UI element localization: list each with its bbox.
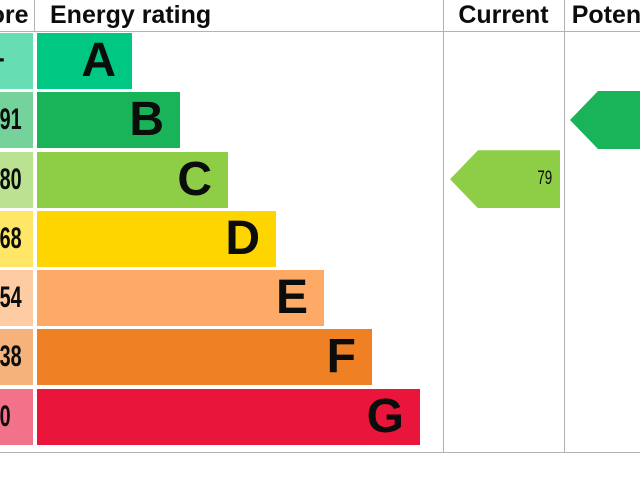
current-rating-value: 79: [537, 168, 552, 190]
band-letter: D: [225, 211, 260, 265]
column-header-energy-rating: Energy rating: [50, 1, 212, 29]
band-score-range: 39-54: [0, 281, 22, 315]
band-score-cell: 92+: [0, 33, 33, 89]
band-row: 81-91 B: [0, 92, 640, 151]
band-row: 21-38 F: [0, 329, 640, 388]
band-letter: B: [129, 93, 164, 147]
band-score-range: 55-68: [0, 221, 22, 255]
band-bar: G: [37, 388, 420, 445]
column-header-potential: Potential: [571, 1, 640, 29]
band-row: 69-80 C: [0, 151, 640, 211]
column-header-score: Score: [0, 0, 34, 31]
band-letter: G: [366, 389, 404, 443]
band-score-cell: 1-20: [0, 388, 33, 445]
band-score-range: 69-80: [0, 162, 22, 196]
band-bar: F: [37, 329, 372, 386]
band-score-range: 81-91: [0, 103, 22, 137]
column-header-current: Current: [458, 1, 549, 29]
column-header-score-label: Score: [0, 1, 29, 29]
band-score-cell: 39-54: [0, 270, 33, 327]
band-letter: F: [326, 330, 356, 384]
band-score-cell: 21-38: [0, 329, 33, 386]
grid-line-chart-bottom: [0, 452, 640, 453]
band-bar: E: [37, 270, 324, 327]
band-score-range: 21-38: [0, 340, 22, 374]
band-row: 55-68 D: [0, 210, 640, 270]
band-bar: C: [37, 151, 228, 208]
band-bar: B: [37, 92, 180, 149]
rating-bands: 92+ A 81-91 B 69-80 C 55-68 D: [0, 33, 640, 448]
band-bar: D: [37, 210, 276, 267]
grid-line-potential-divider: [564, 0, 565, 452]
band-letter: C: [177, 152, 212, 206]
band-row: 1-20 G: [0, 388, 640, 448]
band-score-cell: 55-68: [0, 210, 33, 267]
band-score-cell: 81-91: [0, 92, 33, 149]
band-row: 92+ A: [0, 33, 640, 92]
band-bar: A: [37, 33, 132, 89]
band-score-cell: 69-80: [0, 151, 33, 208]
band-row: 39-54 E: [0, 270, 640, 329]
grid-line-header-bottom: [0, 31, 640, 32]
band-score-range: 92+: [0, 33, 5, 89]
grid-line-score-divider: [34, 0, 35, 31]
band-letter: A: [81, 34, 116, 87]
band-score-range: 1-20: [0, 399, 11, 433]
band-letter: E: [275, 271, 308, 325]
grid-line-current-divider: [443, 0, 444, 452]
